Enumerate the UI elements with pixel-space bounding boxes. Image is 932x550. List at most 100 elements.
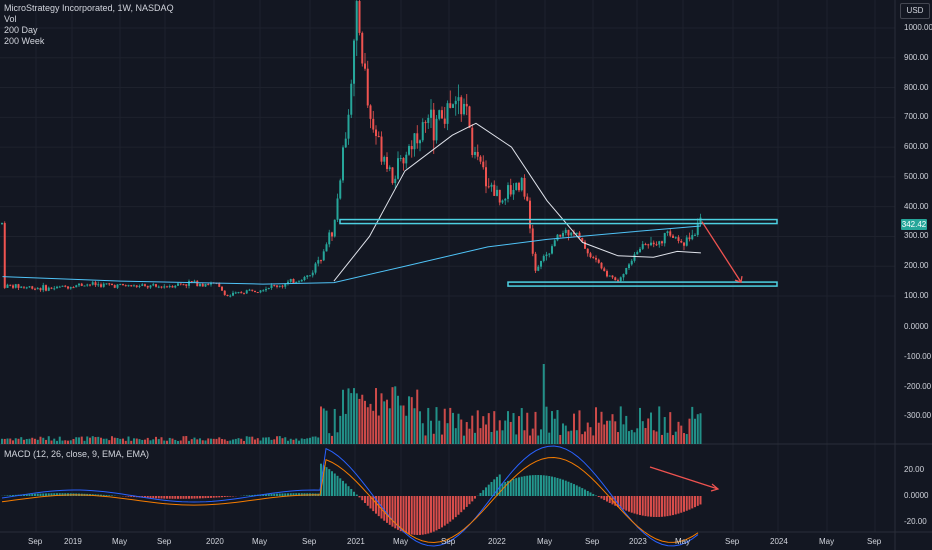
macd-histogram-bar — [647, 496, 650, 517]
volume-bar — [683, 433, 685, 444]
candle-body — [75, 285, 78, 288]
ma-200-week-label[interactable]: 200 Week — [4, 36, 45, 46]
candle-body — [397, 158, 399, 179]
volume-bar — [581, 434, 584, 444]
volume-bar — [265, 437, 267, 444]
ma-200-day-label[interactable]: 200 Day — [4, 25, 38, 35]
candle-body — [72, 287, 75, 289]
volume-bar — [174, 439, 177, 444]
volume-bar — [243, 440, 245, 444]
time-tick-label: 2019 — [64, 537, 82, 546]
moving-averages — [2, 122, 701, 285]
macd-histogram-bar — [573, 484, 575, 496]
volume-bar — [256, 438, 259, 444]
macd-legend[interactable]: MACD (12, 26, close, 9, EMA, EMA) — [4, 449, 150, 459]
volume-bar — [672, 435, 674, 444]
macd-histogram-bar — [410, 496, 413, 535]
candle-body — [694, 234, 696, 236]
candle-body — [691, 235, 694, 240]
candle-body — [130, 285, 133, 287]
macd-histogram-bar — [53, 493, 56, 496]
candle-body — [287, 281, 289, 284]
volume-bar — [179, 440, 182, 444]
candle-body — [157, 286, 160, 288]
volume-bar — [97, 436, 100, 444]
volume-bar — [163, 440, 166, 444]
candle-body — [47, 287, 50, 291]
volume-bar — [47, 436, 50, 444]
volume-bar — [240, 438, 243, 444]
macd-histogram-bar — [133, 496, 135, 498]
candle-body — [669, 231, 672, 236]
time-tick-label: 2021 — [347, 537, 365, 546]
level-boxes[interactable] — [339, 218, 778, 287]
candle-body — [67, 286, 69, 289]
candle-body — [465, 103, 468, 107]
candle-body — [402, 157, 405, 164]
volume-bar — [438, 420, 441, 444]
volume-bar — [160, 437, 163, 444]
volume-bar — [639, 407, 641, 444]
candle-body — [655, 244, 658, 246]
price-tick-label: 100.00 — [904, 291, 929, 300]
macd-histogram-bar — [174, 496, 177, 499]
macd-histogram-bar — [438, 496, 441, 529]
macd-histogram-bar — [603, 496, 606, 501]
macd-histogram-bar — [190, 496, 193, 499]
candle-body — [254, 290, 256, 293]
macd-histogram-bar — [430, 496, 432, 533]
volume-bar — [339, 415, 342, 444]
candle-body — [509, 185, 512, 195]
macd-histogram-bar — [344, 483, 347, 496]
candle-body — [42, 285, 45, 291]
candle-body — [537, 266, 540, 271]
volume-tick-label: 0.0000 — [904, 322, 929, 331]
candle-body — [9, 284, 12, 286]
volume-tick-label: -100.00 — [904, 352, 932, 361]
candle-body — [515, 182, 518, 190]
candle-body — [248, 289, 251, 291]
macd-histogram-bar — [523, 476, 526, 496]
macd-histogram-bar — [644, 496, 647, 517]
volume-bar — [342, 389, 344, 444]
volume-bar — [314, 436, 317, 444]
volume-bar — [567, 431, 570, 444]
macd-histogram-bar — [108, 495, 111, 496]
volume-bar — [611, 414, 614, 444]
volume-bar — [53, 438, 56, 444]
volume-bar — [278, 436, 281, 444]
macd-histogram-bar — [34, 493, 36, 496]
vol-label[interactable]: Vol — [4, 14, 17, 24]
macd-histogram-bar — [463, 496, 465, 510]
currency-button[interactable]: USD — [900, 3, 930, 19]
macd-histogram-bar — [47, 493, 50, 496]
candle-body — [353, 40, 355, 84]
candle-body — [471, 127, 474, 155]
candle-body — [683, 242, 685, 246]
macd-histogram-bar — [509, 479, 512, 496]
volume-bar — [452, 412, 454, 444]
candle-body — [196, 280, 199, 287]
macd-histogram-bar — [529, 475, 531, 496]
candle-body — [61, 285, 64, 287]
symbol-title[interactable]: MicroStrategy Incorporated, 1W, NASDAQ — [4, 3, 174, 13]
candle-body — [468, 106, 471, 128]
macd-histogram-bar — [50, 493, 53, 496]
candle-body — [182, 284, 185, 286]
macd-histogram-bar — [663, 496, 666, 517]
volume-bar — [61, 440, 64, 444]
candle-body — [641, 244, 644, 249]
candle-body — [452, 104, 454, 108]
volume-bar — [185, 436, 188, 444]
volume-bar — [28, 438, 31, 444]
macd-histogram-bar — [298, 493, 300, 496]
drawings[interactable] — [649, 221, 743, 492]
volume-bar — [146, 437, 149, 444]
macd-histogram-bar — [658, 496, 661, 517]
candle-body — [322, 251, 325, 261]
volume-bar — [311, 436, 314, 444]
macd-histogram-bar — [182, 496, 185, 499]
macd-histogram-bar — [515, 478, 518, 496]
macd-histogram-bar — [606, 496, 608, 502]
